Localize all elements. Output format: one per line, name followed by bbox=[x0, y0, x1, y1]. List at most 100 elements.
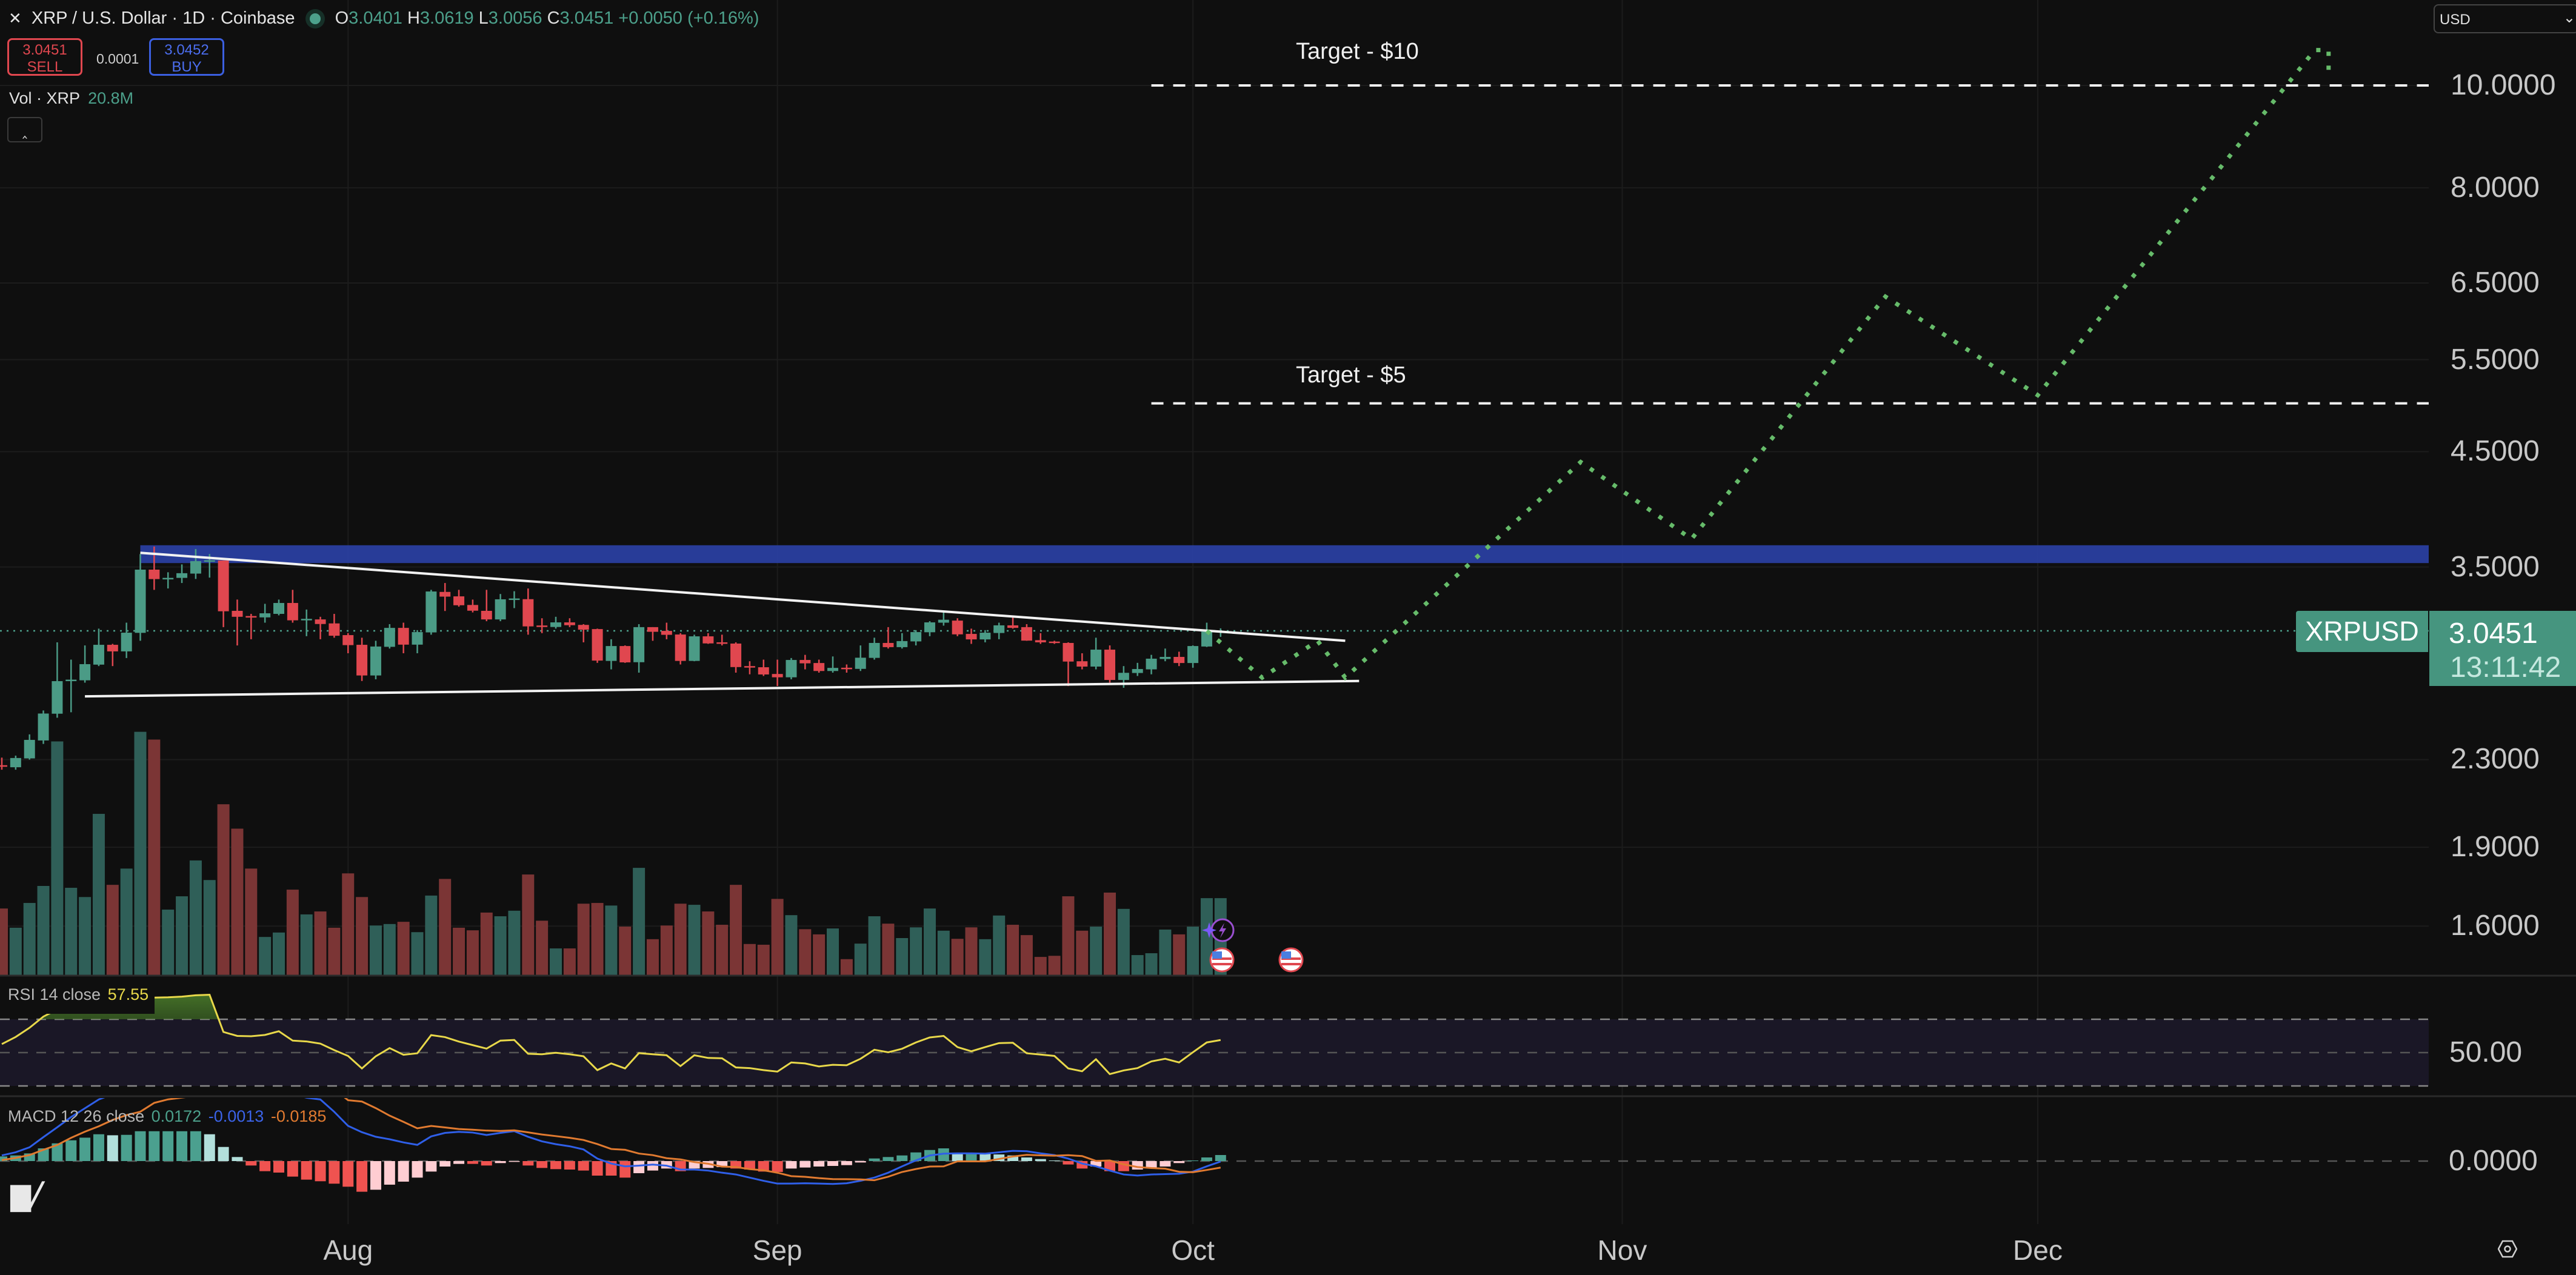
macd-legend[interactable]: MACD 12 26 close 0.0172 -0.0013 -0.0185 bbox=[8, 1107, 326, 1126]
chevron-up-icon[interactable]: ‸ bbox=[7, 117, 42, 142]
last-price-label: 3.0451 13:11:42 bbox=[2429, 611, 2576, 686]
chevron-down-icon: ⌄ bbox=[2563, 10, 2575, 26]
volume-bar bbox=[1062, 896, 1075, 975]
macd-histogram-bar bbox=[509, 1161, 520, 1162]
buy-price: 3.0452 bbox=[164, 42, 209, 58]
candle-body bbox=[1160, 657, 1171, 659]
volume-bar bbox=[937, 930, 950, 975]
candle-body bbox=[356, 645, 368, 676]
volume-bar bbox=[1034, 957, 1047, 975]
volume-value: 20.8M bbox=[88, 89, 134, 107]
candle-body bbox=[536, 625, 548, 627]
symbol-price-label: XRPUSD bbox=[2296, 611, 2428, 652]
sell-button[interactable]: 3.0451 SELL bbox=[7, 38, 82, 76]
macd-histogram-bar bbox=[121, 1134, 132, 1161]
spread-value: 0.0001 bbox=[96, 51, 139, 67]
lightning-event-icon[interactable] bbox=[1202, 915, 1238, 945]
macd-histogram-bar bbox=[869, 1158, 880, 1161]
macd-histogram-bar bbox=[52, 1143, 63, 1161]
candle-body bbox=[993, 625, 1005, 633]
candle-body bbox=[24, 739, 35, 759]
candle-body bbox=[619, 646, 631, 663]
tradingview-logo[interactable]: ▇╱ bbox=[11, 1182, 44, 1211]
macd-histogram-bar bbox=[550, 1161, 561, 1170]
candle-body bbox=[65, 679, 77, 682]
buy-label: BUY bbox=[172, 59, 202, 75]
buy-button[interactable]: 3.0452 BUY bbox=[149, 38, 224, 76]
volume-bar bbox=[979, 939, 992, 975]
volume-bar bbox=[743, 944, 756, 975]
volume-bar bbox=[106, 885, 119, 975]
volume-bar bbox=[882, 924, 895, 975]
price-tick-label: 2.3000 bbox=[2451, 743, 2540, 776]
last-price-value: 3.0451 bbox=[2449, 618, 2538, 650]
macd-histogram-bar bbox=[1021, 1157, 1032, 1161]
currency-value: USD bbox=[2440, 12, 2471, 28]
rsi-legend[interactable]: RSI 14 close 57.55 bbox=[0, 978, 155, 1014]
us-flag-event-icon[interactable] bbox=[1209, 947, 1235, 973]
candle-body bbox=[315, 619, 326, 624]
volume-bar bbox=[577, 904, 590, 975]
candle-body bbox=[204, 560, 215, 562]
candle-body bbox=[93, 645, 104, 665]
macd-histogram-bar bbox=[578, 1161, 589, 1171]
volume-bar bbox=[92, 814, 105, 975]
macd-histogram-bar bbox=[647, 1161, 658, 1171]
price-tick-label: 1.6000 bbox=[2451, 910, 2540, 942]
macd-histogram-bar bbox=[1215, 1155, 1226, 1161]
x-icon[interactable]: ✕ bbox=[8, 9, 22, 27]
candle-body bbox=[522, 599, 534, 627]
candle-body bbox=[1076, 661, 1088, 667]
macd-histogram-bar bbox=[1035, 1159, 1046, 1161]
volume-bar bbox=[300, 914, 313, 975]
symbol-title[interactable]: XRP / U.S. Dollar · 1D · Coinbase bbox=[31, 8, 295, 28]
close-label: C bbox=[547, 8, 560, 28]
volume-bar bbox=[1131, 955, 1144, 975]
rsi-pane bbox=[0, 994, 2429, 1087]
volume-bar bbox=[383, 924, 396, 975]
candle-body bbox=[883, 642, 894, 647]
time-tick-label: Oct bbox=[1171, 1234, 1215, 1266]
candle-body bbox=[467, 605, 478, 611]
candle-body bbox=[439, 591, 451, 597]
macd-histogram-bar bbox=[772, 1161, 783, 1172]
volume-bar bbox=[951, 939, 964, 975]
volume-bar bbox=[1159, 929, 1172, 975]
volume-bar bbox=[148, 739, 161, 975]
settings-icon[interactable] bbox=[2498, 1240, 2517, 1258]
volume-bar bbox=[245, 868, 258, 975]
candle-body bbox=[495, 599, 506, 620]
volume-bar bbox=[965, 927, 978, 975]
macd-histogram-bar bbox=[79, 1137, 91, 1161]
candle-body bbox=[813, 663, 825, 671]
time-tick-label: Sep bbox=[752, 1234, 802, 1266]
candle-body bbox=[148, 569, 160, 579]
volume-bar bbox=[162, 910, 175, 975]
candle-body bbox=[1063, 642, 1074, 662]
candle-body bbox=[1173, 657, 1185, 664]
macd-histogram-bar bbox=[495, 1161, 506, 1163]
volume-bar bbox=[466, 930, 479, 975]
volume-bar bbox=[79, 897, 92, 975]
candle-body bbox=[384, 628, 395, 647]
candle-body bbox=[1021, 627, 1032, 641]
volume-bar bbox=[799, 929, 812, 975]
macd-histogram-bar bbox=[1049, 1160, 1060, 1162]
volume-bar bbox=[785, 915, 798, 975]
target-10-label[interactable]: Target - $10 bbox=[1296, 39, 1419, 64]
candle-body bbox=[855, 657, 866, 669]
currency-select[interactable]: USD ⌄ bbox=[2434, 4, 2576, 33]
open-label: O bbox=[335, 8, 349, 28]
macd-histogram-bar bbox=[841, 1161, 852, 1165]
candle-body bbox=[329, 623, 340, 636]
volume-bar bbox=[0, 908, 8, 975]
macd-histogram-bar bbox=[993, 1154, 1005, 1161]
target-5-label[interactable]: Target - $5 bbox=[1296, 362, 1406, 388]
high-label: H bbox=[407, 8, 420, 28]
candle-body bbox=[245, 616, 257, 618]
macd-histogram-bar bbox=[176, 1131, 188, 1161]
volume-bar bbox=[134, 731, 147, 975]
macd-histogram-bar bbox=[232, 1157, 243, 1161]
us-flag-event-icon[interactable] bbox=[1278, 947, 1304, 973]
